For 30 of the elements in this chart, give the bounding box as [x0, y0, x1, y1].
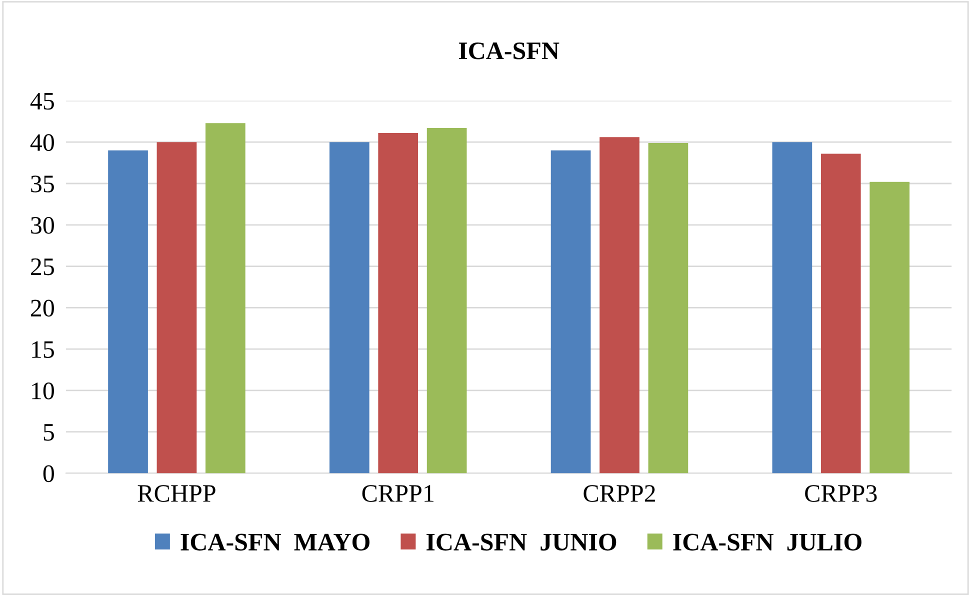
bar: [550, 150, 591, 474]
bar: [772, 142, 812, 474]
y-tick-label: 25: [31, 258, 54, 276]
y-tick-label: 10: [32, 382, 54, 400]
y-tick-label: 20: [31, 300, 54, 317]
y-tick-label: 45: [30, 92, 54, 110]
y-tick-label: 0: [43, 465, 54, 482]
x-tick-label: CRPP1: [362, 485, 434, 502]
y-tick-label: 35: [31, 176, 54, 192]
x-tick-label: CRPP2: [584, 485, 655, 502]
bar: [378, 133, 418, 474]
y-tick-label: 5: [44, 424, 54, 441]
bar: [156, 142, 197, 474]
bar: [600, 137, 640, 474]
bar: [648, 142, 688, 474]
legend-label: ICA-SFN JULIO: [673, 534, 862, 551]
chart-title: ICA-SFN: [458, 42, 560, 60]
x-tick-label: RCHPP: [138, 485, 216, 502]
y-tick-label: 40: [30, 134, 54, 152]
bar: [108, 150, 148, 474]
bar: [820, 154, 861, 474]
legend-label: ICA-SFN JUNIO: [426, 534, 616, 551]
y-tick-label: 30: [31, 216, 54, 234]
bar: [329, 142, 370, 474]
x-tick-label: CRPP3: [805, 485, 877, 502]
bar: [426, 128, 467, 474]
legend-label: ICA-SFN MAYO: [180, 534, 370, 551]
y-tick-label: 15: [32, 341, 54, 358]
bar: [206, 123, 246, 474]
bar: [870, 182, 910, 474]
